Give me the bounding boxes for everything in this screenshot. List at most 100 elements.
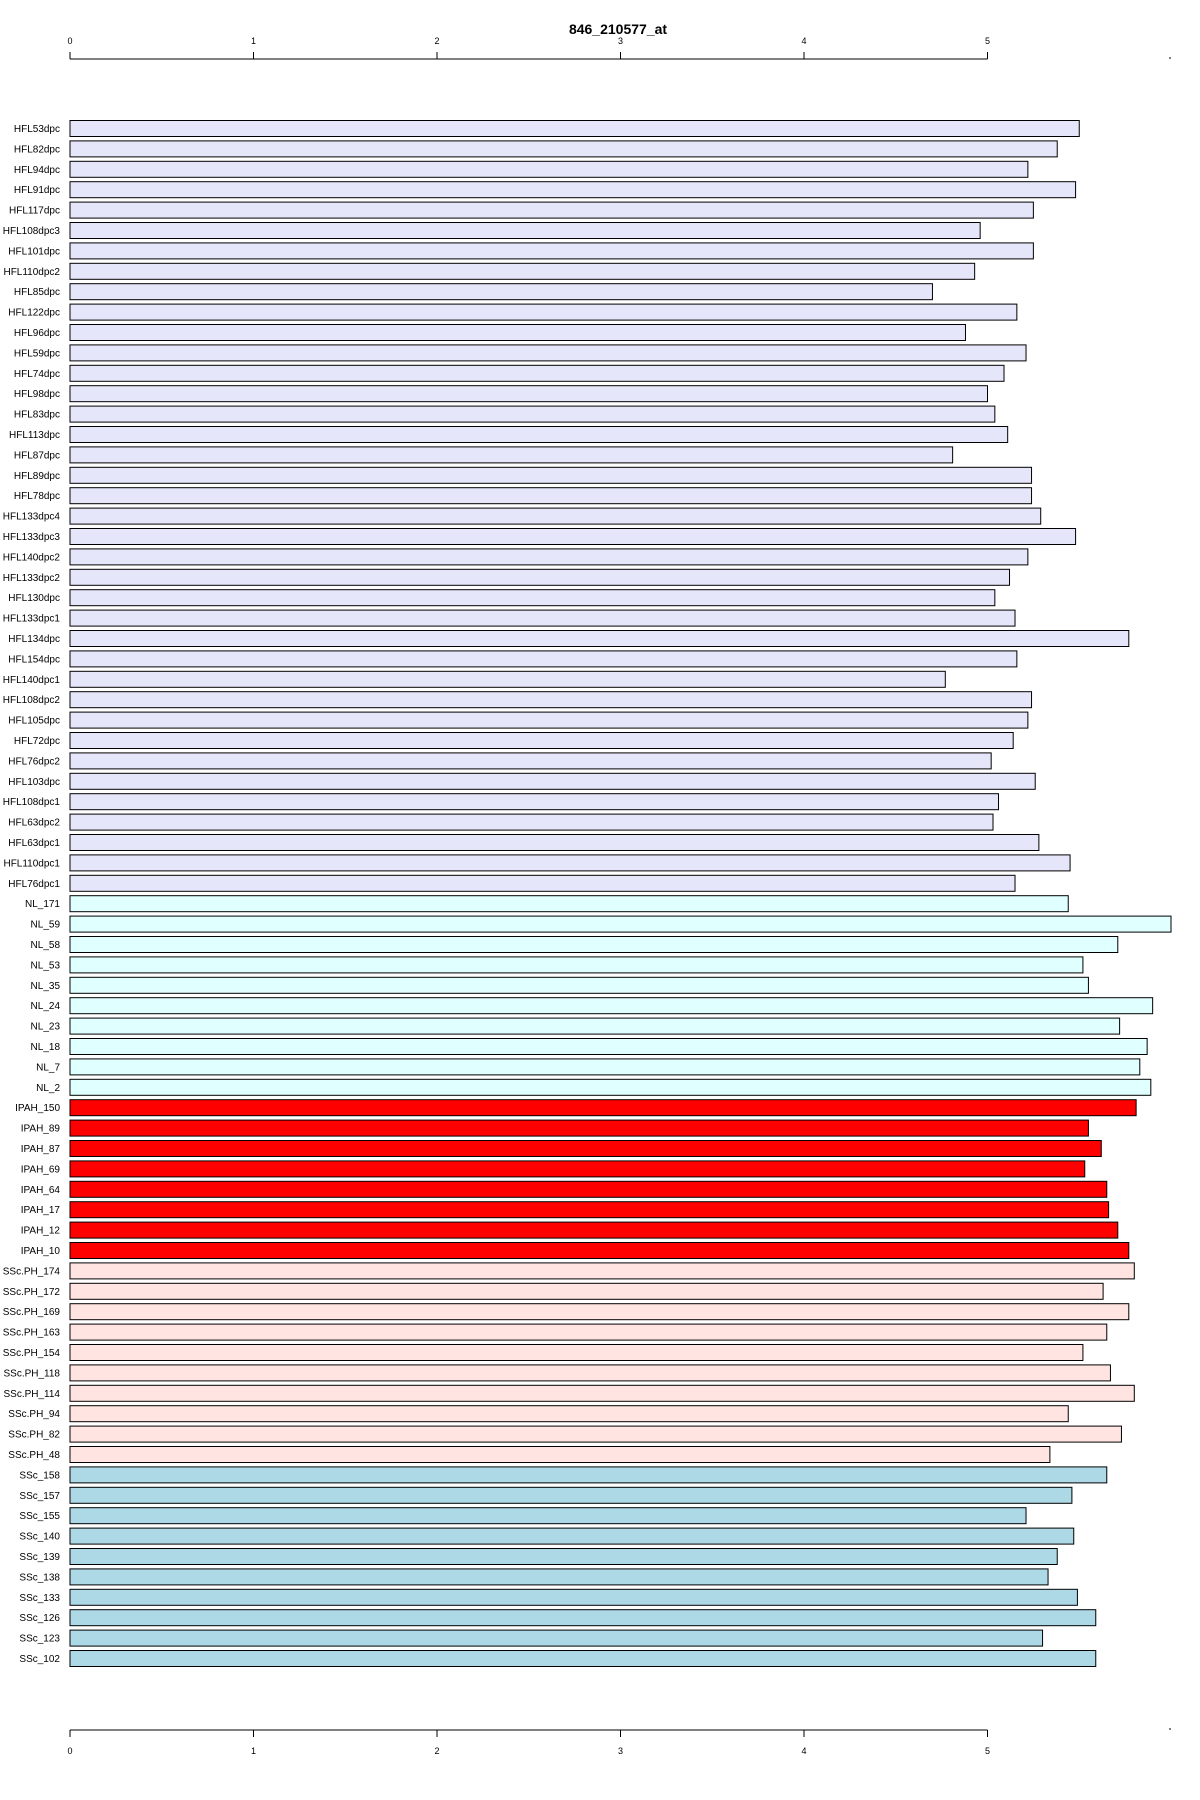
category-label: IPAH_89 bbox=[21, 1124, 61, 1135]
category-label: SSc_158 bbox=[19, 1470, 60, 1481]
category-label: SSc.PH_174 bbox=[3, 1266, 61, 1277]
category-label: HFL108dpc2 bbox=[3, 695, 61, 706]
bar bbox=[69, 1017, 1121, 1035]
bar bbox=[69, 568, 1011, 586]
bottom-tick-label: 2 bbox=[434, 1746, 439, 1756]
category-label: HFL140dpc2 bbox=[3, 552, 61, 563]
bar bbox=[69, 344, 1027, 362]
category-label: SSc.PH_118 bbox=[3, 1368, 60, 1379]
bar bbox=[69, 1282, 1104, 1300]
category-label: HFL76dpc2 bbox=[8, 756, 60, 767]
bar bbox=[69, 1650, 1097, 1667]
category-label: NL_58 bbox=[31, 940, 61, 951]
bar bbox=[69, 160, 1029, 178]
bar bbox=[69, 1038, 1148, 1055]
category-label: NL_59 bbox=[31, 920, 61, 931]
category-label: SSc_126 bbox=[19, 1613, 60, 1624]
bar bbox=[69, 507, 1042, 525]
bar bbox=[69, 1548, 1058, 1565]
bar bbox=[69, 364, 1005, 382]
category-label: HFL98dpc bbox=[14, 389, 60, 400]
category-label: HFL63dpc1 bbox=[8, 838, 60, 849]
bar bbox=[69, 303, 1018, 321]
category-label: HFL78dpc bbox=[14, 491, 60, 502]
category-label: HFL83dpc bbox=[14, 410, 60, 421]
bar bbox=[69, 426, 1009, 443]
bar bbox=[69, 1364, 1111, 1382]
bar bbox=[69, 222, 981, 239]
category-label: HFL96dpc bbox=[14, 328, 60, 339]
bar bbox=[69, 772, 1036, 790]
bar bbox=[69, 1140, 1102, 1157]
category-label: IPAH_12 bbox=[21, 1226, 61, 1237]
category-label: IPAH_150 bbox=[15, 1103, 60, 1114]
category-label: HFL108dpc1 bbox=[3, 797, 61, 808]
category-label: HFL130dpc bbox=[8, 593, 60, 604]
category-label: HFL72dpc bbox=[14, 736, 60, 747]
bar bbox=[69, 283, 933, 301]
category-label: HFL63dpc2 bbox=[8, 818, 60, 829]
bar bbox=[69, 1119, 1089, 1137]
category-label: HFL133dpc3 bbox=[3, 532, 61, 543]
category-label: NL_2 bbox=[36, 1083, 60, 1094]
bar bbox=[69, 1344, 1084, 1361]
category-label: SSc_139 bbox=[19, 1552, 60, 1563]
category-label: HFL105dpc bbox=[8, 716, 60, 727]
bar bbox=[69, 997, 1154, 1015]
bar bbox=[69, 1588, 1078, 1606]
category-label: SSc.PH_169 bbox=[3, 1307, 61, 1318]
bar bbox=[69, 609, 1016, 627]
bar bbox=[69, 1180, 1108, 1198]
top-tick-label: 4 bbox=[801, 36, 806, 46]
bottom-axis: 0 1 2 3 4 5 bbox=[67, 1728, 1171, 1756]
bar bbox=[69, 874, 1016, 892]
bar bbox=[69, 405, 996, 423]
bar bbox=[69, 201, 1034, 219]
bar bbox=[69, 793, 1000, 811]
category-label: SSc.PH_48 bbox=[8, 1450, 60, 1461]
bar bbox=[69, 466, 1033, 484]
chart-title: 846_210577_at bbox=[569, 21, 667, 37]
bar bbox=[69, 1303, 1130, 1321]
category-label: NL_171 bbox=[25, 899, 60, 910]
bar bbox=[69, 834, 1040, 851]
bar bbox=[69, 1078, 1152, 1096]
category-label: HFL53dpc bbox=[14, 124, 60, 135]
category-label: SSc.PH_172 bbox=[3, 1287, 61, 1298]
bar bbox=[69, 956, 1084, 974]
category-label: IPAH_64 bbox=[21, 1185, 61, 1196]
bar bbox=[69, 120, 1080, 137]
bar bbox=[69, 589, 996, 607]
category-label: SSc_157 bbox=[19, 1491, 60, 1502]
category-label: HFL103dpc bbox=[8, 777, 60, 788]
bar bbox=[69, 1609, 1097, 1627]
category-label: HFL154dpc bbox=[8, 654, 60, 665]
bar bbox=[69, 1527, 1075, 1545]
bar bbox=[69, 976, 1089, 994]
bar bbox=[69, 1242, 1130, 1259]
bar bbox=[69, 181, 1077, 199]
bar bbox=[69, 1486, 1073, 1504]
bars-group bbox=[69, 120, 1172, 1667]
category-label: HFL122dpc bbox=[8, 308, 60, 319]
category-label: HFL87dpc bbox=[14, 450, 60, 461]
bar bbox=[69, 854, 1071, 872]
top-tick-label: 1 bbox=[251, 36, 256, 46]
bar bbox=[69, 752, 992, 770]
top-tick-label: 2 bbox=[434, 36, 439, 46]
bottom-tick-label: 1 bbox=[251, 1746, 256, 1756]
bar bbox=[69, 140, 1058, 158]
bar bbox=[69, 1099, 1137, 1117]
bar bbox=[69, 895, 1069, 913]
category-label: HFL108dpc3 bbox=[3, 226, 61, 237]
bar bbox=[69, 242, 1034, 260]
bar bbox=[69, 1262, 1135, 1280]
bar bbox=[69, 1629, 1044, 1647]
category-label: HFL89dpc bbox=[14, 471, 60, 482]
bar bbox=[69, 1201, 1110, 1219]
category-label: HFL91dpc bbox=[14, 185, 60, 196]
category-label: HFL133dpc2 bbox=[3, 573, 61, 584]
bar bbox=[69, 548, 1029, 566]
bar bbox=[69, 1221, 1119, 1239]
category-label: SSc.PH_114 bbox=[3, 1389, 60, 1400]
